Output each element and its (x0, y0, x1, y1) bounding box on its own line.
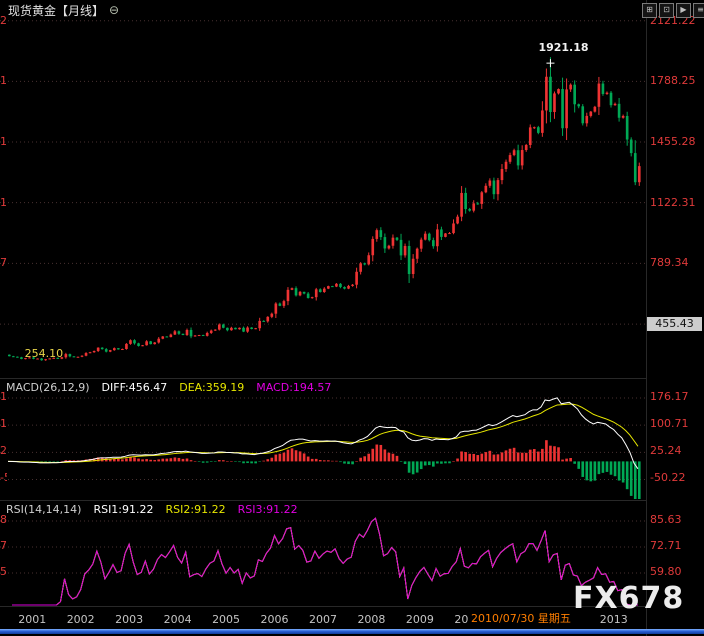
horizontal-scrollbar[interactable] (0, 629, 704, 634)
y-axis-label: 789.34 (0, 256, 7, 270)
menu-icon[interactable]: ≡ (693, 2, 704, 18)
rsi1-value: RSI1:91.22 (93, 503, 154, 516)
price-marker-box: 455.43 (647, 317, 702, 332)
collapse-icon[interactable]: ⊖ (109, 3, 120, 17)
y-axis-label: 176.17 (650, 389, 689, 403)
x-axis-year-label: 2004 (163, 613, 192, 626)
macd-header: MACD(26,12,9) DIFF:456.47 DEA:359.19 MAC… (6, 381, 331, 394)
macd-chart[interactable] (0, 378, 646, 501)
x-axis-year-label: 2008 (357, 613, 386, 626)
peak-price-label: 1921.18 (538, 41, 589, 55)
x-axis-year-label: 2002 (66, 613, 95, 626)
y-axis-label: 59.80 (0, 564, 7, 578)
chart-title: 现货黄金【月线】 (8, 3, 105, 18)
title-bar: 现货黄金【月线】 ⊖ ⊞ ⊡ ▶ ≡ (0, 0, 704, 20)
x-axis-year-label: 2003 (115, 613, 144, 626)
y-axis-label: -50.22 (0, 471, 7, 485)
y-axis-label: 1122.31 (0, 195, 7, 209)
rsi-chart[interactable] (0, 500, 646, 607)
y-axis-label: 25.24 (0, 444, 7, 458)
macd-macd-value: MACD:194.57 (256, 381, 332, 394)
left-price-axis-clipped: 2121.22 1788.25 1455.28 1122.31 789.34 176.17… (0, 0, 7, 636)
x-axis-year-label: 2009 (405, 613, 434, 626)
play-forward-icon[interactable]: ▶ (676, 2, 691, 18)
chart-window-icon[interactable]: ⊡ (659, 2, 674, 18)
x-axis-year-label: 2006 (260, 613, 289, 626)
y-axis-label: 176.17 (0, 389, 7, 403)
y-axis-label: 1788.25 (0, 74, 7, 88)
y-axis-label: 100.71 (650, 417, 689, 431)
rsi-params-label: RSI(14,14,14) (6, 503, 82, 516)
rsi3-value: RSI3:91.22 (237, 503, 298, 516)
x-axis-year-label: 2007 (308, 613, 337, 626)
x-axis-year-label: 2013 (599, 613, 628, 626)
crosshair-date-label: 2010/07/30 星期五 (468, 610, 574, 626)
macd-params-label: MACD(26,12,9) (6, 381, 90, 394)
macd-diff-value: DIFF:456.47 (101, 381, 168, 394)
y-axis-label: 25.24 (650, 444, 682, 458)
x-axis-year-label: 2001 (18, 613, 47, 626)
y-axis-label: 85.63 (650, 512, 682, 526)
y-axis-label: 2121.22 (0, 13, 7, 27)
fx678-watermark: FX678 (573, 581, 685, 616)
y-axis-label: 1122.31 (650, 195, 696, 209)
low-price-label: 254.10 (24, 346, 64, 360)
y-axis-label: 59.80 (650, 564, 682, 578)
y-axis-label: 789.34 (650, 256, 689, 270)
x-axis-year-label: 2005 (212, 613, 241, 626)
macd-dea-value: DEA:359.19 (179, 381, 245, 394)
y-axis-label: 1455.28 (650, 135, 696, 148)
rsi-header: RSI(14,14,14) RSI1:91.22 RSI2:91.22 RSI3… (6, 503, 298, 516)
y-axis-label: 1455.28 (0, 135, 7, 148)
y-axis-label: 100.71 (0, 417, 7, 431)
y-axis-label: 1788.25 (650, 74, 696, 88)
rsi2-value: RSI2:91.22 (165, 503, 226, 516)
grid-layout-icon[interactable]: ⊞ (642, 2, 657, 18)
y-axis-label: 72.71 (0, 539, 7, 552)
y-axis-label: -50.22 (650, 471, 686, 485)
candlestick-chart[interactable] (0, 20, 646, 378)
y-axis-label: 72.71 (650, 539, 682, 552)
title-toolbar: ⊞ ⊡ ▶ ≡ (642, 2, 704, 18)
y-axis-label: 85.63 (0, 512, 7, 526)
